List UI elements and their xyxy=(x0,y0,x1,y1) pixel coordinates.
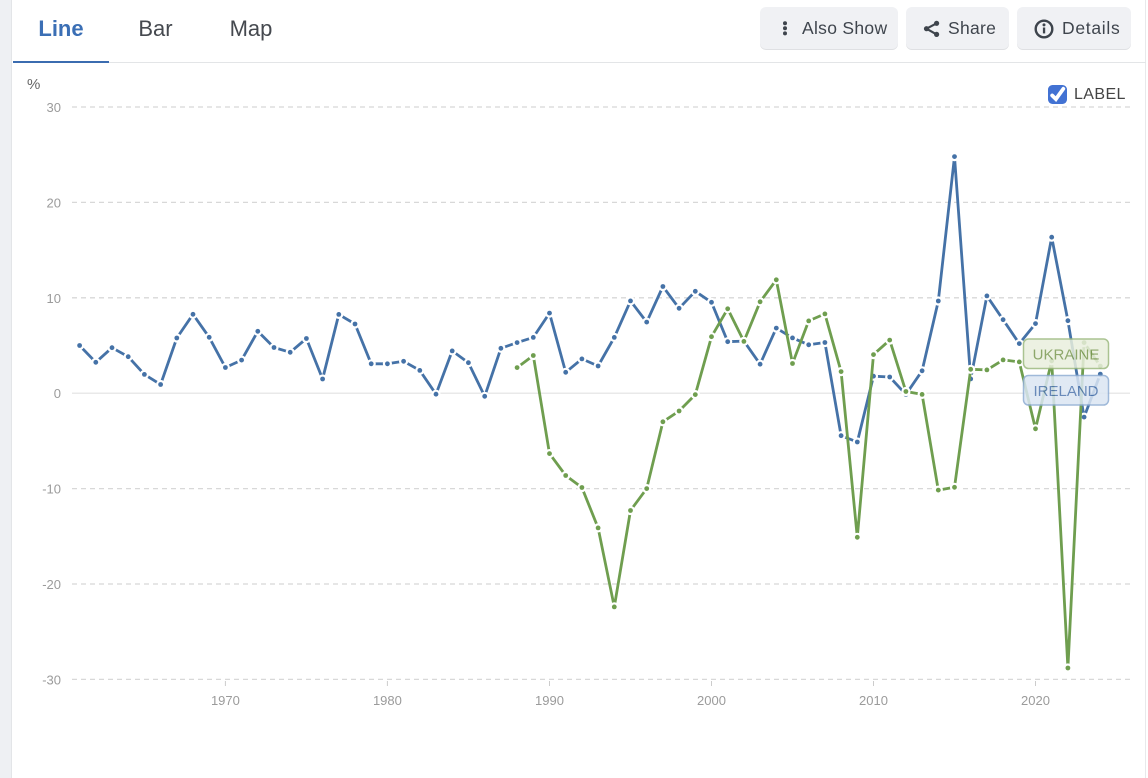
svg-text:1970: 1970 xyxy=(211,693,240,708)
svg-text:2000: 2000 xyxy=(697,693,726,708)
svg-text:2020: 2020 xyxy=(1021,693,1050,708)
svg-text:-20: -20 xyxy=(42,577,61,592)
svg-text:UKRAINE: UKRAINE xyxy=(1033,347,1100,364)
svg-text:1990: 1990 xyxy=(535,693,564,708)
svg-text:10: 10 xyxy=(47,291,61,306)
svg-text:0: 0 xyxy=(54,386,61,401)
svg-text:20: 20 xyxy=(47,195,61,210)
svg-text:2010: 2010 xyxy=(859,693,888,708)
svg-text:-10: -10 xyxy=(42,482,61,497)
svg-text:30: 30 xyxy=(47,100,61,115)
svg-text:-30: -30 xyxy=(42,672,61,687)
svg-text:1980: 1980 xyxy=(373,693,402,708)
svg-text:IRELAND: IRELAND xyxy=(1033,383,1098,400)
